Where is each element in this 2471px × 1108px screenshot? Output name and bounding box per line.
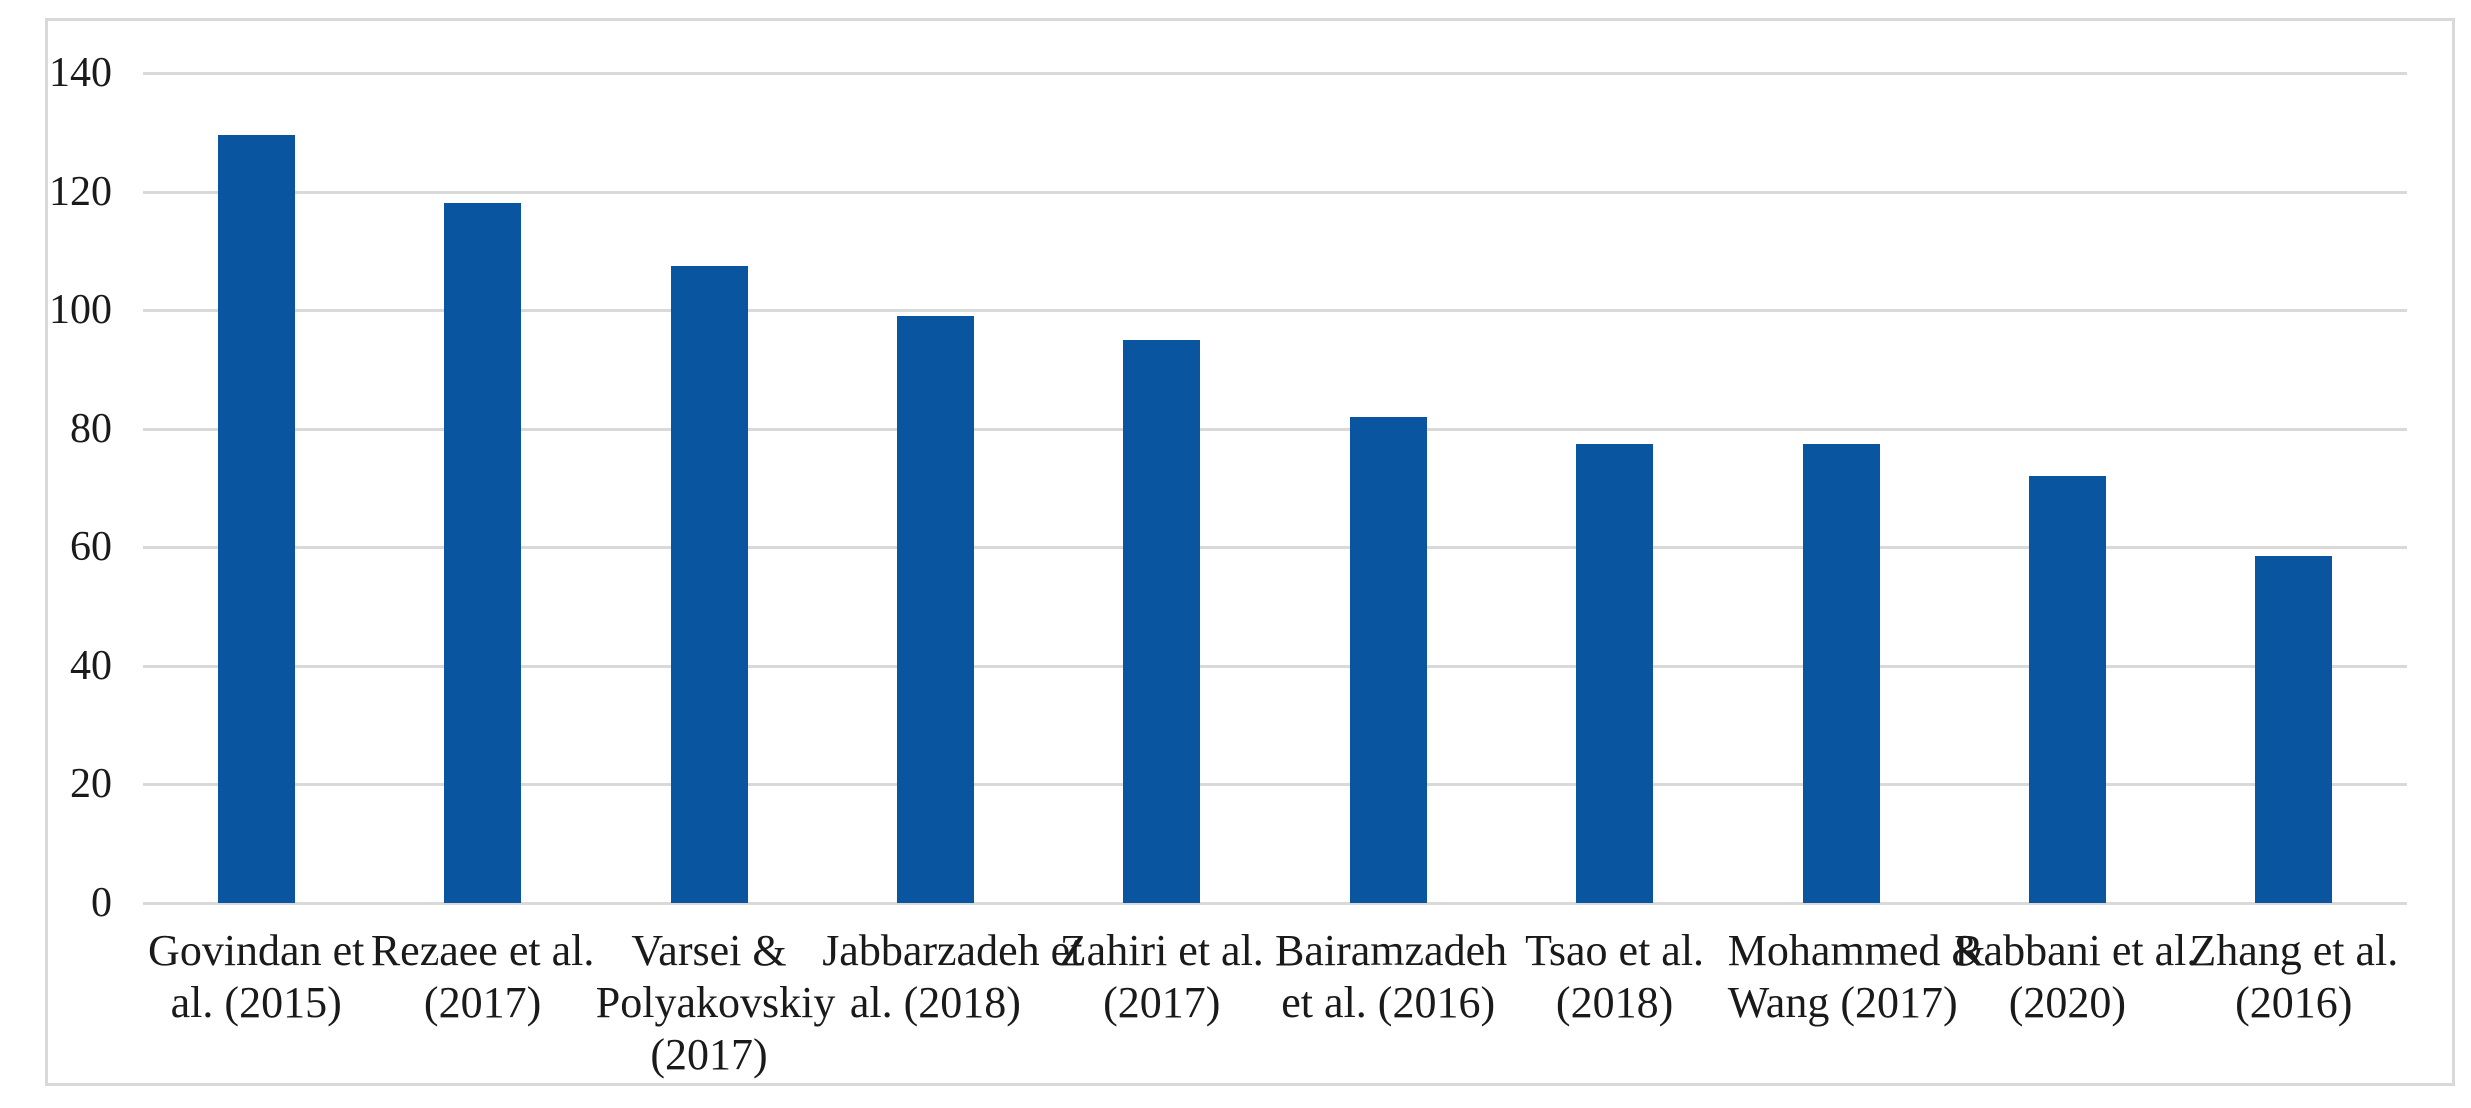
x-axis-category-label-line: Zahiri et al. (1059, 926, 1264, 975)
x-axis-category-label-5: Zahiri et al. (2017) (1049, 925, 1275, 1029)
gridline-y-20 (143, 783, 2407, 787)
x-axis-category-label-line: Rabbani et al. (1954, 926, 2198, 975)
x-axis-category-label-line: (2017) (1103, 978, 1221, 1027)
y-axis-tick-label-40: 40 (70, 642, 112, 689)
x-axis-category-label-line: Rezaee et al. (370, 926, 595, 975)
x-axis-category-label-6: Bairamzadeh et al. (2016) (1275, 925, 1508, 1029)
y-axis-tick-label-140: 140 (49, 50, 112, 96)
x-axis-category-label-line: Mohammed & (1727, 926, 1986, 975)
x-axis-category-label-line: Bairamzadeh (1275, 926, 1508, 975)
gridline-y-40 (143, 664, 2407, 668)
y-axis-tick-label-60: 60 (70, 524, 112, 571)
x-axis-category-label-line: Jabbarzadeh et (822, 926, 1083, 975)
x-axis-category-label-1: Govindan et al. (2015) (143, 925, 369, 1029)
x-axis-category-label-line: Tsao et al. (1525, 926, 1705, 975)
bar-7 (1576, 443, 1654, 903)
gridline-y-80 (143, 427, 2407, 431)
x-axis-category-label-line: et al. (2016) (1281, 978, 1496, 1027)
bar-3 (670, 265, 748, 903)
x-axis-category-label-line: al. (2015) (170, 978, 342, 1027)
bar-2 (444, 203, 522, 903)
x-axis-category-label-line: Wang (2017) (1727, 978, 1958, 1027)
bar-1 (217, 135, 295, 903)
x-axis-category-label-9: Rabbani et al. (2020) (1954, 925, 2198, 1029)
x-axis-category-label-7: Tsao et al. (2018) (1501, 925, 1727, 1029)
x-axis-category-label-line: (2016) (2235, 978, 2353, 1027)
gridline-y-140 (143, 72, 2407, 75)
x-axis-category-label-10: Zhang et al. (2016) (2181, 925, 2407, 1029)
plot-area (143, 72, 2407, 905)
bar-8 (1802, 443, 1880, 903)
y-axis-tick-label-80: 80 (70, 405, 112, 452)
bar-9 (2028, 476, 2106, 903)
x-axis-category-label-line: Govindan et (148, 926, 365, 975)
chart-frame (45, 18, 2455, 1086)
y-axis-tick-label-0: 0 (91, 880, 112, 926)
x-axis-category-label-line: (2020) (2008, 978, 2127, 1027)
bar-5 (1123, 339, 1201, 903)
x-axis-category-label-line: Polyakovskiy (595, 978, 836, 1027)
x-axis-category-label-2: Rezaee et al. (2017) (369, 925, 595, 1029)
bar-6 (1349, 416, 1427, 903)
x-axis-category-label-line: Varsei & (631, 926, 787, 975)
y-axis-tick-label-120: 120 (49, 168, 112, 215)
gridline-y-120 (143, 190, 2407, 194)
x-axis-category-label-line: (2017) (423, 978, 542, 1027)
x-axis-category-label-4: Jabbarzadeh et al. (2018) (822, 925, 1083, 1029)
bar-10 (2255, 556, 2333, 903)
x-axis-category-label-line: (2017) (650, 1030, 768, 1079)
gridline-y-0 (143, 902, 2407, 905)
y-axis-tick-label-100: 100 (49, 287, 112, 334)
gridline-y-60 (143, 546, 2407, 550)
x-axis-category-label-3: Varsei & Polyakovskiy (2017) (595, 925, 836, 1081)
x-axis-category-label-line: (2018) (1555, 978, 1674, 1027)
x-axis-category-label-8: Mohammed & Wang (2017) (1727, 925, 1986, 1029)
y-axis-tick-label-20: 20 (70, 761, 112, 808)
gridline-y-100 (143, 309, 2407, 313)
x-axis-category-label-line: al. (2018) (849, 978, 1021, 1027)
bar-4 (896, 316, 974, 903)
x-axis-category-label-line: Zhang et al. (2189, 926, 2399, 975)
